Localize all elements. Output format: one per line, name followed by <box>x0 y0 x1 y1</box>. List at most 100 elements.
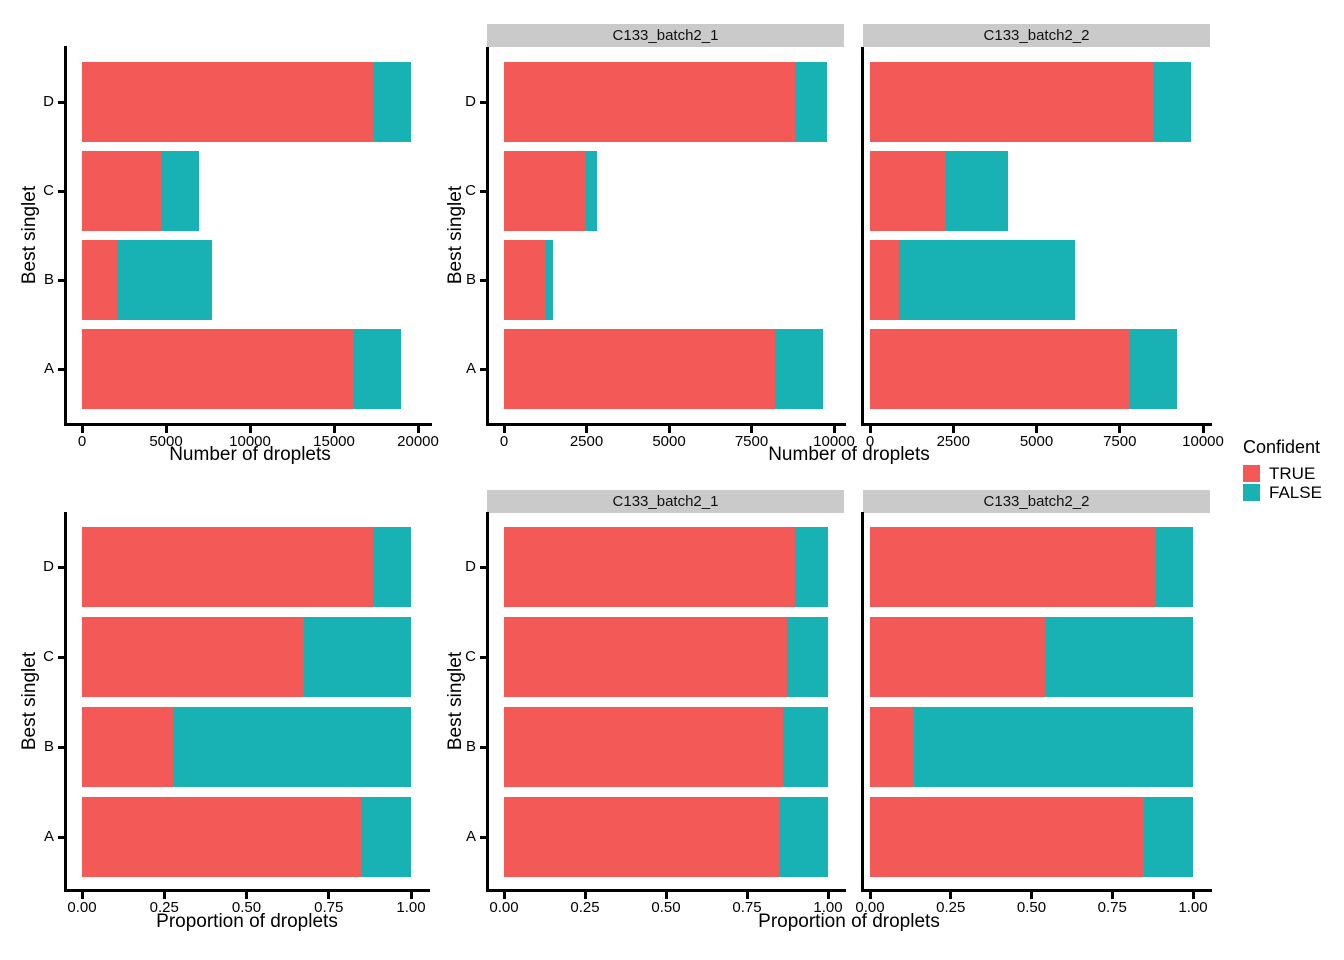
y-tick-label: A <box>465 360 476 377</box>
y-tick <box>58 655 64 659</box>
x-tick <box>162 892 166 899</box>
y-tick <box>480 565 486 569</box>
x-tick <box>502 892 506 899</box>
x-tick-label: 0 <box>499 433 509 450</box>
bar-segment-true-A <box>870 797 1144 877</box>
bar-segment-false-C <box>1045 617 1193 697</box>
y-tick <box>480 367 486 371</box>
x-tick <box>585 426 588 433</box>
bar-segment-false-B <box>782 707 828 787</box>
bar-segment-true-B <box>82 707 174 787</box>
bar-segment-true-B <box>870 240 899 320</box>
x-tick <box>409 892 413 899</box>
x-tick-label: 0.75 <box>314 899 344 916</box>
y-tick <box>58 835 64 839</box>
y-tick-label: D <box>43 558 54 575</box>
facet-strip-label: C133_batch2_1 <box>612 493 719 510</box>
x-tick-label: 0.75 <box>732 899 762 916</box>
bar-segment-false-B <box>914 707 1193 787</box>
x-tick-label: 1.00 <box>396 899 426 916</box>
x-tick <box>949 892 953 899</box>
bar-segment-true-A <box>82 329 353 409</box>
x-tick <box>1118 426 1122 433</box>
y-axis-title-top-facets: Best singlet <box>445 185 466 285</box>
x-tick-label: 5000 <box>1019 433 1054 450</box>
x-tick <box>583 892 587 899</box>
legend-label-true: TRUE <box>1269 464 1316 483</box>
x-tick <box>416 426 420 433</box>
y-tick <box>480 189 486 193</box>
bar-segment-false-C <box>304 617 411 697</box>
bar-segment-true-B <box>82 240 118 320</box>
bar-segment-true-D <box>870 527 1156 607</box>
bar-segment-false-A <box>775 329 824 409</box>
bar-segment-false-B <box>544 240 553 320</box>
x-tick <box>1110 892 1114 899</box>
y-tick-label: D <box>465 558 476 575</box>
x-tick <box>80 892 84 899</box>
y-axis-line <box>64 46 67 426</box>
bar-segment-false-C <box>584 151 597 231</box>
bar-segment-false-A <box>779 797 828 877</box>
x-axis-line <box>486 889 846 892</box>
y-tick <box>480 655 486 659</box>
y-axis-title-bottom-left: Best singlet <box>19 651 40 751</box>
y-tick-label: C <box>465 182 476 199</box>
bar-segment-true-D <box>504 527 796 607</box>
y-tick-label: A <box>43 360 54 377</box>
x-tick-label: 0.00 <box>855 899 885 916</box>
x-tick-label: 10000 <box>1182 433 1224 450</box>
bar-segment-true-C <box>82 151 162 231</box>
y-tick <box>58 278 64 282</box>
y-axis-line <box>486 47 489 426</box>
x-tick <box>1035 426 1038 433</box>
facet-strip-label: C133_batch2_2 <box>983 27 1090 44</box>
x-tick-label: 10000 <box>229 433 271 450</box>
y-tick-label: B <box>465 738 476 755</box>
facet-strip-label: C133_batch2_2 <box>983 493 1090 510</box>
bar-segment-false-A <box>360 797 411 877</box>
bar-segment-false-D <box>1152 62 1191 142</box>
x-tick-label: 15000 <box>313 433 355 450</box>
x-tick <box>750 426 753 433</box>
x-tick <box>868 426 872 433</box>
y-tick-label: C <box>43 182 54 199</box>
x-tick-label: 0.25 <box>570 899 600 916</box>
legend-item-false: FALSE <box>1243 484 1322 501</box>
y-axis-title-bottom-facets: Best singlet <box>445 651 466 751</box>
x-tick-label: 10000 <box>813 433 855 450</box>
x-tick <box>245 892 248 899</box>
legend-title: Confident <box>1243 437 1321 457</box>
x-axis-line <box>486 423 846 426</box>
x-axis-title-proportions-facets: Proportion of droplets <box>758 911 940 932</box>
bar-segment-true-B <box>870 707 915 787</box>
x-tick <box>826 892 830 899</box>
x-axis-line <box>861 889 1212 892</box>
x-tick <box>164 426 168 433</box>
y-tick-label: C <box>43 648 54 665</box>
y-tick-label: B <box>43 738 54 755</box>
bar-segment-false-C <box>944 151 1008 231</box>
facet-strip-bottom-batch2: C133_batch2_2 <box>863 490 1210 513</box>
legend-label-false: FALSE <box>1269 483 1322 502</box>
x-tick <box>502 426 506 433</box>
bar-segment-true-D <box>504 62 795 142</box>
bar-segment-false-D <box>794 62 827 142</box>
y-tick-label: B <box>465 271 476 288</box>
bar-segment-false-B <box>173 707 411 787</box>
x-tick <box>868 892 872 899</box>
y-tick-label: D <box>43 93 54 110</box>
x-tick <box>832 426 836 433</box>
x-tick-label: 1.00 <box>1178 899 1208 916</box>
x-tick-label: 0.75 <box>1097 899 1127 916</box>
x-tick <box>80 426 84 433</box>
x-axis-title-counts-facets: Number of droplets <box>768 444 930 465</box>
x-axis-title-counts-left: Number of droplets <box>169 444 331 465</box>
x-tick-label: 2500 <box>936 433 970 450</box>
bar-segment-false-D <box>795 527 828 607</box>
bar-segment-false-D <box>1155 527 1193 607</box>
bar-segment-true-A <box>504 329 776 409</box>
y-tick <box>58 100 64 104</box>
x-tick-label: 7500 <box>734 433 769 450</box>
y-tick <box>58 189 64 193</box>
